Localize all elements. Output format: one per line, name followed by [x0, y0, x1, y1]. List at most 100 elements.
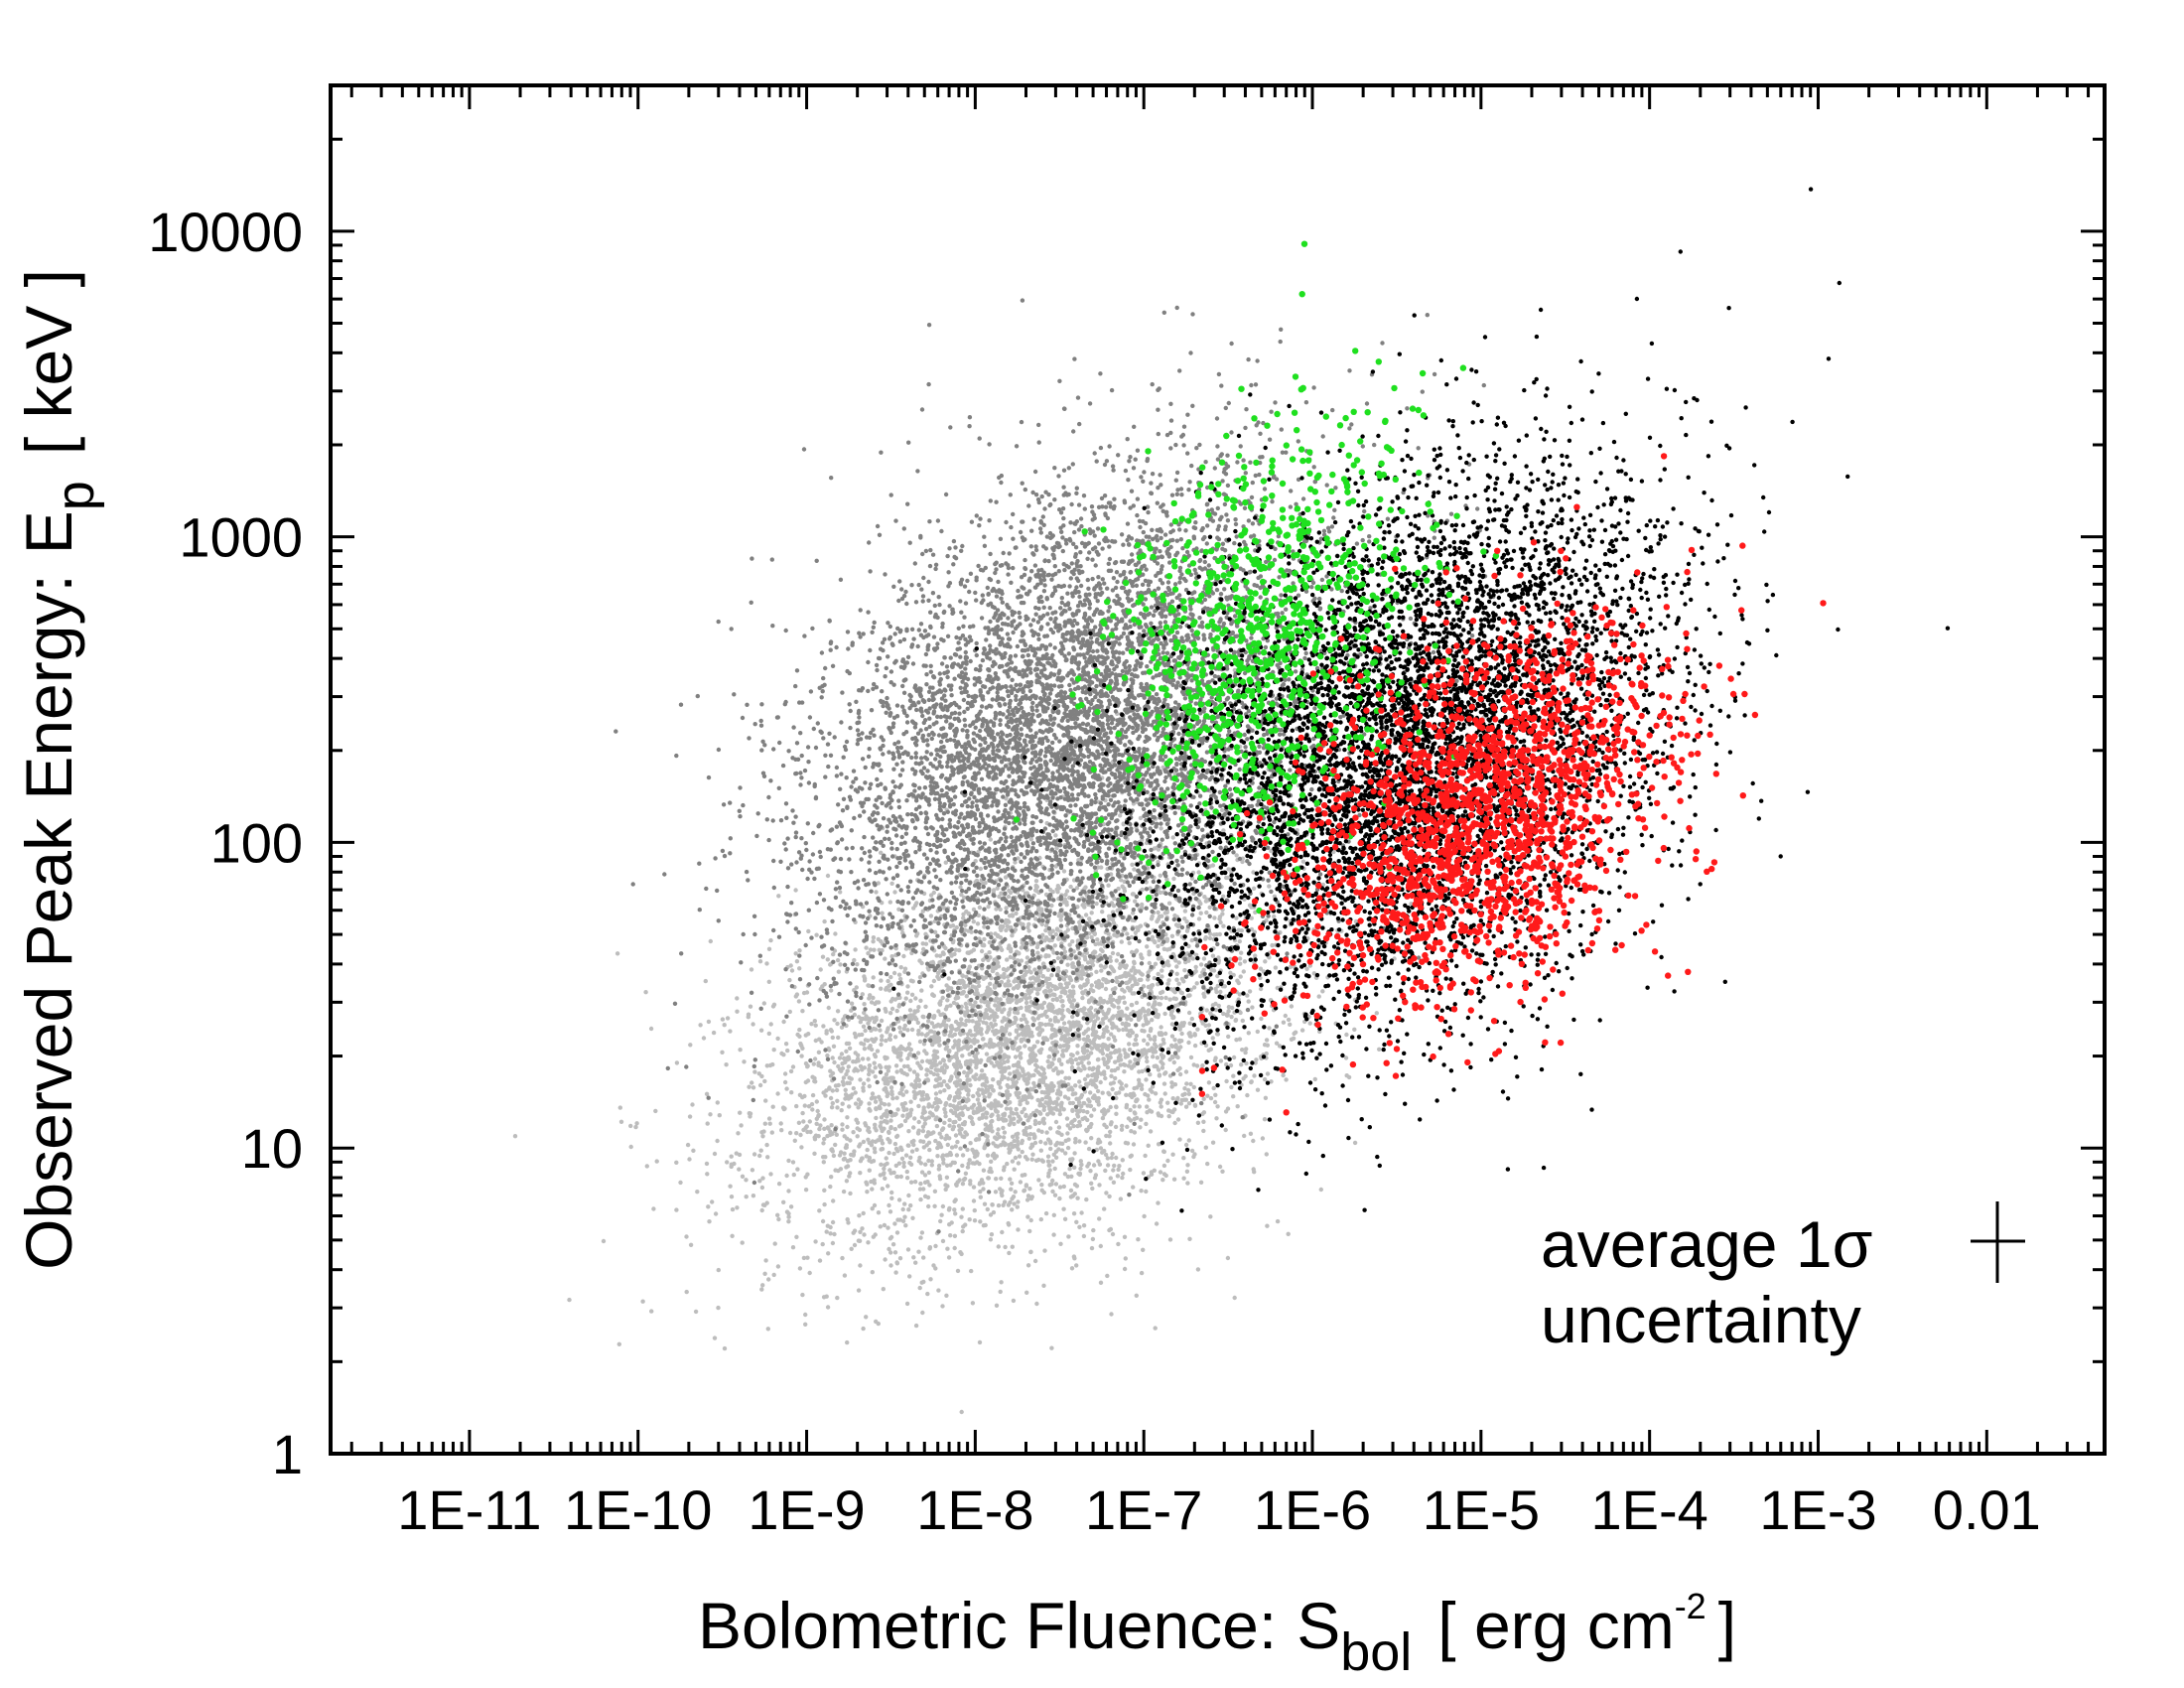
scatter-point — [971, 1198, 977, 1203]
scatter-point — [1106, 1009, 1111, 1015]
scatter-point — [1096, 1139, 1101, 1144]
scatter-point — [882, 1102, 887, 1107]
scatter-point — [920, 1110, 926, 1116]
scatter-point — [898, 965, 903, 970]
scatter-point — [1024, 955, 1030, 960]
scatter-point — [805, 1129, 810, 1135]
scatter-point — [735, 1009, 740, 1014]
scatter-point — [867, 1071, 872, 1077]
scatter-point — [955, 1139, 960, 1145]
scatter-point — [867, 1083, 872, 1089]
scatter-point — [1247, 989, 1253, 994]
scatter-point — [968, 1058, 974, 1063]
scatter-point — [873, 1065, 878, 1070]
scatter-point — [924, 1067, 929, 1072]
scatter-point — [897, 1256, 903, 1261]
scatter-point — [634, 1121, 639, 1126]
scatter-point — [1195, 1267, 1201, 1272]
scatter-point — [822, 1136, 827, 1142]
scatter-point — [1098, 1146, 1104, 1151]
scatter-point — [1094, 1084, 1099, 1090]
scatter-point — [895, 1149, 900, 1154]
scatter-point — [1281, 1020, 1287, 1025]
scatter-point — [1102, 1060, 1108, 1065]
scatter-point — [1012, 1167, 1017, 1172]
scatter-point — [993, 1011, 998, 1016]
scatter-point — [866, 1056, 871, 1061]
scatter-point — [1169, 1043, 1174, 1049]
scatter-point — [1109, 1120, 1114, 1125]
scatter-point — [1000, 1229, 1005, 1235]
scatter-point — [1045, 984, 1051, 990]
scatter-point — [1111, 920, 1117, 925]
scatter-point — [959, 1086, 964, 1091]
scatter-point — [1070, 1014, 1075, 1020]
scatter-point — [1061, 977, 1067, 982]
scatter-point — [1053, 1119, 1059, 1125]
scatter-point — [912, 1116, 917, 1121]
scatter-point — [1045, 1112, 1050, 1117]
scatter-point — [1079, 1210, 1084, 1215]
scatter-point — [1090, 1095, 1096, 1100]
scatter-point — [945, 1153, 950, 1158]
scatter-point — [936, 1038, 942, 1044]
scatter-point — [805, 1255, 810, 1260]
scatter-point — [1211, 968, 1217, 973]
scatter-point — [952, 1245, 957, 1251]
scatter-point — [999, 1176, 1004, 1182]
scatter-point — [1053, 1143, 1058, 1148]
scatter-point — [918, 1235, 923, 1240]
scatter-point — [829, 988, 834, 993]
scatter-point — [817, 1037, 822, 1042]
scatter-point — [1047, 1047, 1053, 1052]
scatter-point — [960, 1182, 966, 1187]
scatter-point — [1289, 1004, 1295, 1009]
scatter-point — [919, 988, 924, 993]
scatter-point — [759, 1287, 764, 1292]
scatter-point — [1189, 1148, 1195, 1154]
scatter-point — [1134, 1033, 1140, 1039]
scatter-point — [781, 1199, 786, 1205]
scatter-point — [1146, 1002, 1152, 1007]
scatter-point — [881, 1287, 886, 1292]
scatter-point — [1177, 1065, 1182, 1071]
scatter-point — [706, 1019, 712, 1025]
scatter-point — [797, 948, 802, 953]
scatter-point — [771, 1002, 777, 1007]
scatter-point — [963, 1013, 968, 1018]
scatter-point — [861, 1210, 866, 1216]
scatter-point — [1009, 1187, 1014, 1192]
scatter-point — [1020, 1173, 1025, 1178]
scatter-point — [1132, 960, 1137, 966]
scatter-point — [864, 1154, 869, 1159]
scatter-point — [1126, 1116, 1132, 1121]
scatter-point — [871, 1234, 876, 1239]
scatter-point — [953, 1197, 958, 1202]
scatter-point — [776, 1182, 782, 1187]
scatter-point — [757, 959, 763, 964]
scatter-point — [925, 1096, 930, 1101]
scatter-point — [1147, 1108, 1153, 1113]
scatter-point — [1050, 1159, 1055, 1164]
scatter-point — [1039, 1065, 1044, 1070]
scatter-point — [821, 1295, 827, 1300]
scatter-point — [1100, 1034, 1106, 1039]
scatter-point — [1073, 1083, 1078, 1088]
scatter-point — [906, 1042, 912, 1047]
scatter-point — [935, 1145, 940, 1151]
scatter-point — [886, 1091, 890, 1096]
scatter-point — [1005, 1161, 1010, 1167]
scatter-point — [905, 1115, 910, 1120]
scatter-point — [912, 1083, 917, 1088]
scatter-point — [1057, 1111, 1063, 1117]
scatter-point — [894, 1174, 899, 1180]
scatter-point — [1025, 1071, 1031, 1076]
scatter-point — [1139, 977, 1144, 982]
scatter-point — [1024, 1000, 1029, 1006]
scatter-point — [835, 1295, 840, 1301]
scatter-point — [1056, 1130, 1062, 1136]
scatter-point — [1233, 1017, 1239, 1023]
scatter-point — [927, 1183, 932, 1188]
scatter-point — [1082, 1076, 1088, 1082]
scatter-point — [1069, 1174, 1074, 1180]
